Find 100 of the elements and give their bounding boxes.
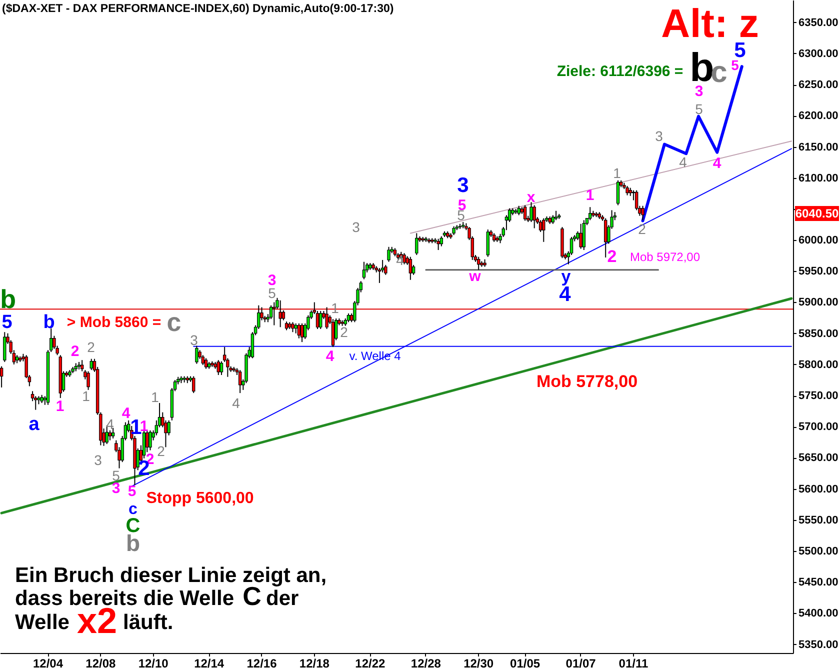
y-tick-label: 5600.00 [798,483,838,496]
x-tick-label: 12/10 [138,656,169,670]
annotation: 5 [2,312,13,333]
y-tick-label: 6250.00 [798,79,838,92]
annotation: Mob 5778,00 [536,372,638,391]
annotation: Stopp 5600,00 [146,490,254,507]
y-tick-label: 5750.00 [798,390,838,402]
annotation: der [266,587,299,610]
candlestick [387,246,390,262]
candlestick [641,205,644,221]
annotation: c [710,56,728,89]
y-tick-label: 5950.00 [798,266,838,278]
candlestick [476,256,480,270]
candlestick [538,220,542,232]
candlestick [192,376,196,394]
candlestick [3,332,6,362]
annotation: 1 [151,389,160,405]
annotation: 1 [56,398,64,415]
annotation: 4 [106,416,114,432]
annotation: 2 [157,443,166,459]
candlestick [300,322,304,343]
annotation: 4 [679,154,688,170]
annotation: 4 [326,348,335,365]
y-tick-label: 5800.00 [798,358,838,371]
x-tick-label: 12/28 [410,656,442,670]
candlestick [626,185,629,196]
y-tick-label: 5850.00 [798,328,838,340]
candlestick [604,218,608,258]
y-tick-label: 6300.00 [798,48,838,60]
annotation: 2 [638,221,646,237]
candlestick [517,205,520,216]
candlestick [111,427,115,439]
x-tick-label: 12/22 [355,656,386,670]
annotation: 2 [70,343,80,360]
candlestick [530,202,533,223]
annotation: x [526,189,536,206]
x-tick-label: 12/14 [194,656,224,670]
annotation: 3 [457,174,469,197]
annotation: 1 [586,187,594,204]
annotation: 1 [82,388,90,404]
annotation: 4 [122,405,131,422]
annotation: 3 [190,332,198,348]
annotation: 4 [232,395,240,411]
candlestick [542,218,546,242]
y-tick-label: 5700.00 [798,421,838,434]
candlestick [616,180,620,206]
annotation: w [468,268,482,285]
annotation: Welle [15,611,70,634]
annotation: 5 [695,101,704,117]
candlestick [523,204,527,222]
text: 6040.50 [795,206,840,220]
candlestick [278,300,282,328]
y-tick-label: 6350.00 [798,16,838,29]
annotation: 3 [94,452,102,468]
x-tick-label: 12/16 [246,656,278,670]
annotation: 1 [613,165,622,181]
annotation: Ziele: 6112/6396 = [556,63,684,80]
y-tick-label: 5400.00 [798,608,838,620]
candlestick [291,322,294,333]
annotation: Mob 5972,00 [630,250,700,264]
annotation: 5 [128,483,136,500]
x-tick-label: 12/18 [299,656,330,670]
candlestick [532,204,536,229]
annotation: 1 [130,416,142,439]
candlestick [486,228,490,258]
x-tick-label: 12/30 [464,656,494,670]
candlestick [90,358,93,371]
x-tick-label: 01/05 [510,656,540,670]
candlestick [319,310,322,330]
annotation: 3 [655,128,664,144]
annotation: a [28,414,40,435]
candlestick [436,238,440,251]
y-tick-label: 5550.00 [798,514,838,526]
y-tick-label: 5650.00 [798,452,838,464]
annotation: c [128,501,138,518]
x-tick-label: 12/08 [86,656,116,670]
annotation: läuft. [123,611,174,634]
candlestick [325,306,328,330]
annotation: 2 [340,324,348,340]
candlestick [579,223,582,250]
candlestick [331,318,335,348]
candlestick [415,232,418,256]
annotation: 5 [731,57,740,73]
candlestick [0,366,4,388]
candlestick [440,236,444,247]
candlestick [554,210,558,221]
annotation: b [43,312,55,333]
candlestick [272,302,276,326]
annotation: 2 [87,339,96,355]
candlestick [362,261,366,280]
y-tick-label: 6150.00 [798,141,838,154]
annotation: c [166,307,182,337]
annotation: 3 [352,219,360,235]
chart-title: ($DAX-XET - DAX PERFORMANCE-INDEX,60) Dynamic,Auto(9:00-17:30) [2,3,394,15]
candlestick [238,370,242,394]
candlestick [86,370,90,390]
x-tick-label: 01/07 [566,656,596,670]
y-tick-label: 6100.00 [798,172,838,184]
candlestick [297,322,301,339]
candlestick [146,430,149,453]
